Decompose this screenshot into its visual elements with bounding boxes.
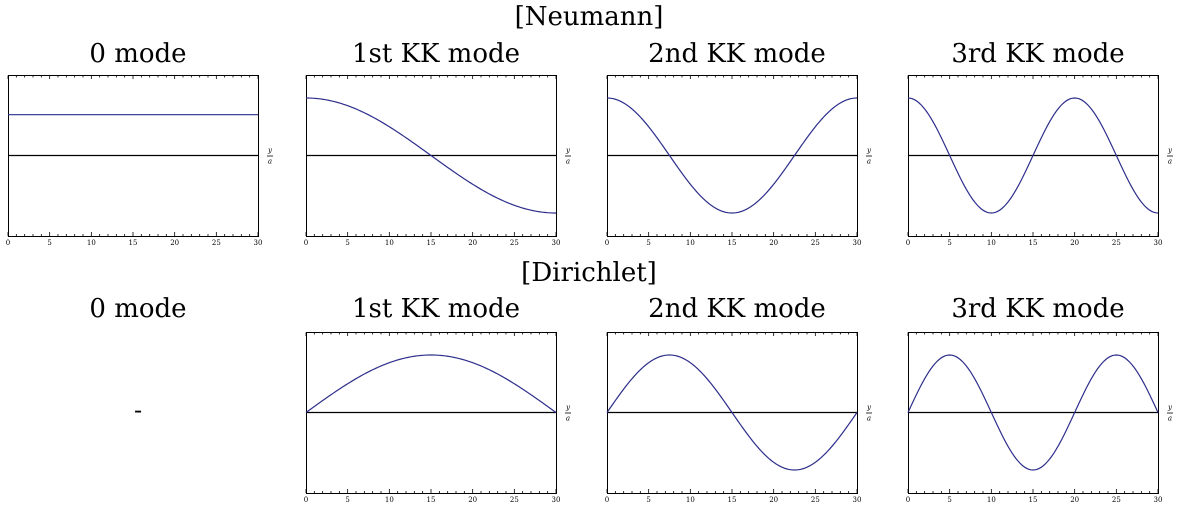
x-tick-label: 5 [646,239,650,247]
plot-neumann-2nd-kk-mode: 0 5 10 15 20 25 30 ya [605,75,872,247]
x-tick-label: 25 [212,239,221,247]
plot-neumann-3rd-kk-mode: 0 5 10 15 20 25 30 ya [906,75,1173,247]
x-tick-label: 30 [552,239,561,247]
x-axis-label-denominator: a [566,158,570,166]
x-tick-label: 0 [605,496,609,504]
x-tick-label: 20 [468,496,477,504]
x-axis-label-numerator: y [565,404,571,412]
x-tick-label: 30 [254,239,263,247]
x-tick-label: 30 [552,496,561,504]
x-axis-label-denominator: a [1168,415,1172,423]
x-tick-label: 20 [1070,239,1079,247]
x-tick-label: 0 [6,239,10,247]
x-tick-label: 25 [811,496,820,504]
x-tick-label: 15 [1029,239,1038,247]
x-tick-label: 0 [304,239,308,247]
x-tick-label: 10 [686,239,695,247]
mode-title: 2nd KK mode [648,39,826,69]
mode-curve [606,97,858,214]
section-title-neumann: [Neumann] [514,2,664,32]
mode-title: 1st KK mode [351,39,521,69]
x-tick-label: 30 [853,239,862,247]
plot-neumann-1st-kk-mode: 0 5 10 15 20 25 30 ya [304,75,571,247]
plot-neumann-0-mode: 0 5 10 15 20 25 30 ya [6,75,273,247]
x-tick-label: 15 [427,239,436,247]
x-tick-label: 15 [728,496,737,504]
x-axis-label-denominator: a [566,415,570,423]
x-tick-label: 10 [385,496,394,504]
mode-curve [305,354,557,413]
x-axis-label-denominator: a [1168,158,1172,166]
x-tick-label: 0 [906,496,910,504]
x-tick-label: 15 [728,239,737,247]
x-axis-label-numerator: y [866,404,872,412]
x-tick-label: 30 [853,496,862,504]
mode-title: 3rd KK mode [951,39,1125,69]
x-tick-label: 0 [605,239,609,247]
x-tick-label: 20 [1070,496,1079,504]
x-axis-label-denominator: a [867,415,871,423]
x-tick-label: 20 [468,239,477,247]
x-tick-label: 5 [646,496,650,504]
x-tick-label: 5 [47,239,51,247]
x-tick-label: 30 [1154,239,1163,247]
x-axis-label-numerator: y [866,147,872,155]
x-tick-label: 25 [811,239,820,247]
x-axis-label-denominator: a [867,158,871,166]
x-tick-label: 15 [129,239,138,247]
x-tick-label: 5 [947,239,951,247]
x-tick-label: 25 [1112,239,1121,247]
x-tick-label: 10 [987,496,996,504]
mode-title: 0 mode [89,39,187,69]
x-tick-label: 20 [170,239,179,247]
x-tick-label: 15 [427,496,436,504]
x-axis-label-numerator: y [267,147,273,155]
mode-curve [606,354,858,471]
x-tick-label: 30 [1154,496,1163,504]
x-axis-label-denominator: a [268,158,272,166]
x-tick-label: 5 [345,239,349,247]
x-axis-label-numerator: y [1167,404,1173,412]
x-tick-label: 10 [686,496,695,504]
x-tick-label: 10 [987,239,996,247]
mode-curve [907,97,1159,214]
plot-dirichlet-3rd-kk-mode: 0 5 10 15 20 25 30 ya [906,332,1173,504]
mode-curve [305,97,557,214]
x-tick-label: 20 [769,239,778,247]
x-tick-label: 25 [1112,496,1121,504]
x-tick-label: 25 [510,239,519,247]
mode-title: 3rd KK mode [951,294,1125,324]
plot-dirichlet-1st-kk-mode: 0 5 10 15 20 25 30 ya [304,332,571,504]
x-tick-label: 10 [385,239,394,247]
x-tick-label: 15 [1029,496,1038,504]
x-tick-label: 5 [345,496,349,504]
x-tick-label: 0 [304,496,308,504]
mode-title: 0 mode [89,294,187,324]
mode-title: 1st KK mode [351,294,521,324]
x-axis-label-numerator: y [565,147,571,155]
section-title-dirichlet: [Dirichlet] [521,258,657,288]
mode-title: 2nd KK mode [648,294,826,324]
x-tick-label: 10 [87,239,96,247]
x-tick-label: 5 [947,496,951,504]
x-tick-label: 20 [769,496,778,504]
x-axis-label-numerator: y [1167,147,1173,155]
dirichlet-0-mode-placeholder: - [133,396,143,424]
mode-curve [907,354,1159,471]
plot-dirichlet-2nd-kk-mode: 0 5 10 15 20 25 30 ya [605,332,872,504]
x-tick-label: 25 [510,496,519,504]
x-tick-label: 0 [906,239,910,247]
